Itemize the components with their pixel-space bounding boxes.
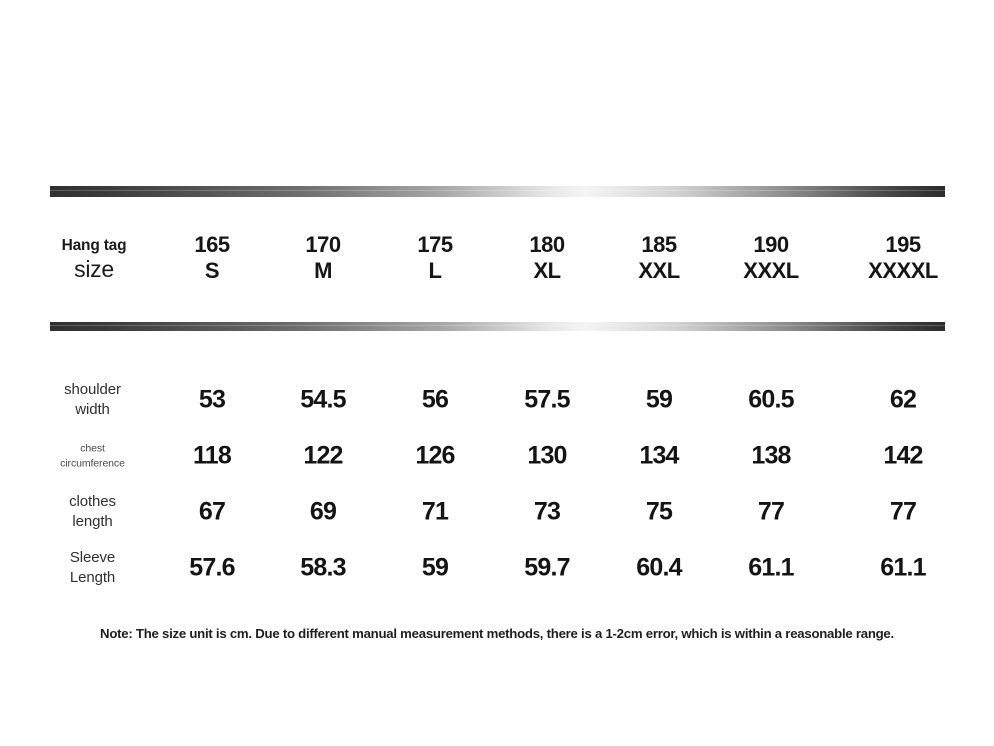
measurement-value: 130 (527, 441, 567, 470)
size-column-header: 165 S (152, 232, 272, 284)
table-row: Sleeve Length 57.6 58.3 59 59.7 60.4 61.1 61.1 (0, 540, 994, 596)
measurement-value: 134 (639, 441, 679, 470)
measurement-value: 59 (421, 553, 449, 582)
size-column-header: 195 XXXXL (843, 232, 963, 284)
size-column-header: 180 XL (487, 232, 607, 284)
measurement-value: 53 (198, 385, 226, 414)
footer-note: Note: The size unit is cm. Due to differ… (100, 626, 894, 641)
size-column-header: 170 M (263, 232, 383, 284)
measurement-value: 60.5 (748, 385, 794, 414)
measurement-value: 57.5 (524, 385, 570, 414)
measurement-value: 142 (883, 441, 923, 470)
size-height-number: 195 (885, 232, 921, 257)
table-body: shoulder width 53 54.5 56 57.5 59 60.5 62 chest ci… (0, 372, 994, 596)
measurement-value: 77 (889, 497, 917, 526)
size-letter-code: XL (533, 258, 561, 284)
size-letter-code: XXXL (743, 258, 799, 284)
measurement-value: 126 (415, 441, 455, 470)
measurement-value: 71 (421, 497, 449, 526)
size-letter-code: XXL (638, 258, 680, 284)
measurement-value: 75 (645, 497, 673, 526)
size-column-header: 190 XXXL (711, 232, 831, 284)
size-letter-code: XXXXL (868, 258, 938, 284)
table-row: shoulder width 53 54.5 56 57.5 59 60.5 62 (0, 372, 994, 428)
corner-header-line1: Hang tag (61, 237, 127, 254)
measurement-value: 138 (751, 441, 791, 470)
measurement-value: 59.7 (524, 553, 570, 582)
measurement-value: 122 (303, 441, 343, 470)
measurement-label-line2: width (75, 401, 110, 418)
size-height-number: 165 (194, 232, 230, 257)
measurement-value: 73 (533, 497, 561, 526)
measurement-value: 67 (198, 497, 226, 526)
measurement-label: Sleeve Length (20, 548, 165, 589)
measurement-value: 57.6 (189, 553, 235, 582)
measurement-value: 59 (645, 385, 673, 414)
measurement-label: chest circumference (20, 441, 165, 470)
measurement-value: 61.1 (880, 553, 926, 582)
measurement-value: 54.5 (300, 385, 346, 414)
measurement-label-line1: shoulder (64, 380, 121, 398)
size-letter-code: S (204, 258, 220, 284)
divider-top (50, 186, 945, 197)
divider-middle (50, 322, 945, 331)
measurement-label-line1: clothes (69, 492, 116, 510)
measurement-value: 77 (757, 497, 785, 526)
table-row: clothes length 67 69 71 73 75 77 77 (0, 484, 994, 540)
measurement-value: 118 (193, 441, 232, 470)
measurement-label: shoulder width (20, 380, 165, 421)
measurement-value: 62 (889, 385, 917, 414)
size-height-number: 190 (753, 232, 789, 257)
size-column-header: 175 L (375, 232, 495, 284)
measurement-label-line2: Length (69, 569, 116, 586)
size-letter-code: L (428, 258, 442, 284)
corner-header-label: Hang tag size (34, 237, 154, 283)
measurement-value: 56 (421, 385, 449, 414)
measurement-label-line2: length (72, 513, 113, 530)
table-header-row: Hang tag size 165 S 170 M 175 L 180 XL 185 XXL 190… (0, 232, 994, 302)
measurement-label-line1: chest (80, 442, 105, 455)
measurement-label: clothes length (20, 492, 165, 533)
measurement-value: 60.4 (636, 553, 682, 582)
measurement-value: 61.1 (748, 553, 794, 582)
measurement-value: 69 (309, 497, 337, 526)
size-height-number: 175 (417, 232, 453, 257)
size-column-header: 185 XXL (599, 232, 719, 284)
size-height-number: 170 (305, 232, 341, 257)
measurement-label-line2: circumference (60, 457, 125, 469)
corner-header-line2: size (74, 256, 114, 283)
measurement-value: 58.3 (300, 553, 346, 582)
size-height-number: 180 (529, 232, 565, 257)
table-row: chest circumference 118 122 126 130 134 138 142 (0, 428, 994, 484)
size-letter-code: M (314, 258, 332, 284)
measurement-label-line1: Sleeve (69, 548, 116, 566)
size-height-number: 185 (641, 232, 677, 257)
